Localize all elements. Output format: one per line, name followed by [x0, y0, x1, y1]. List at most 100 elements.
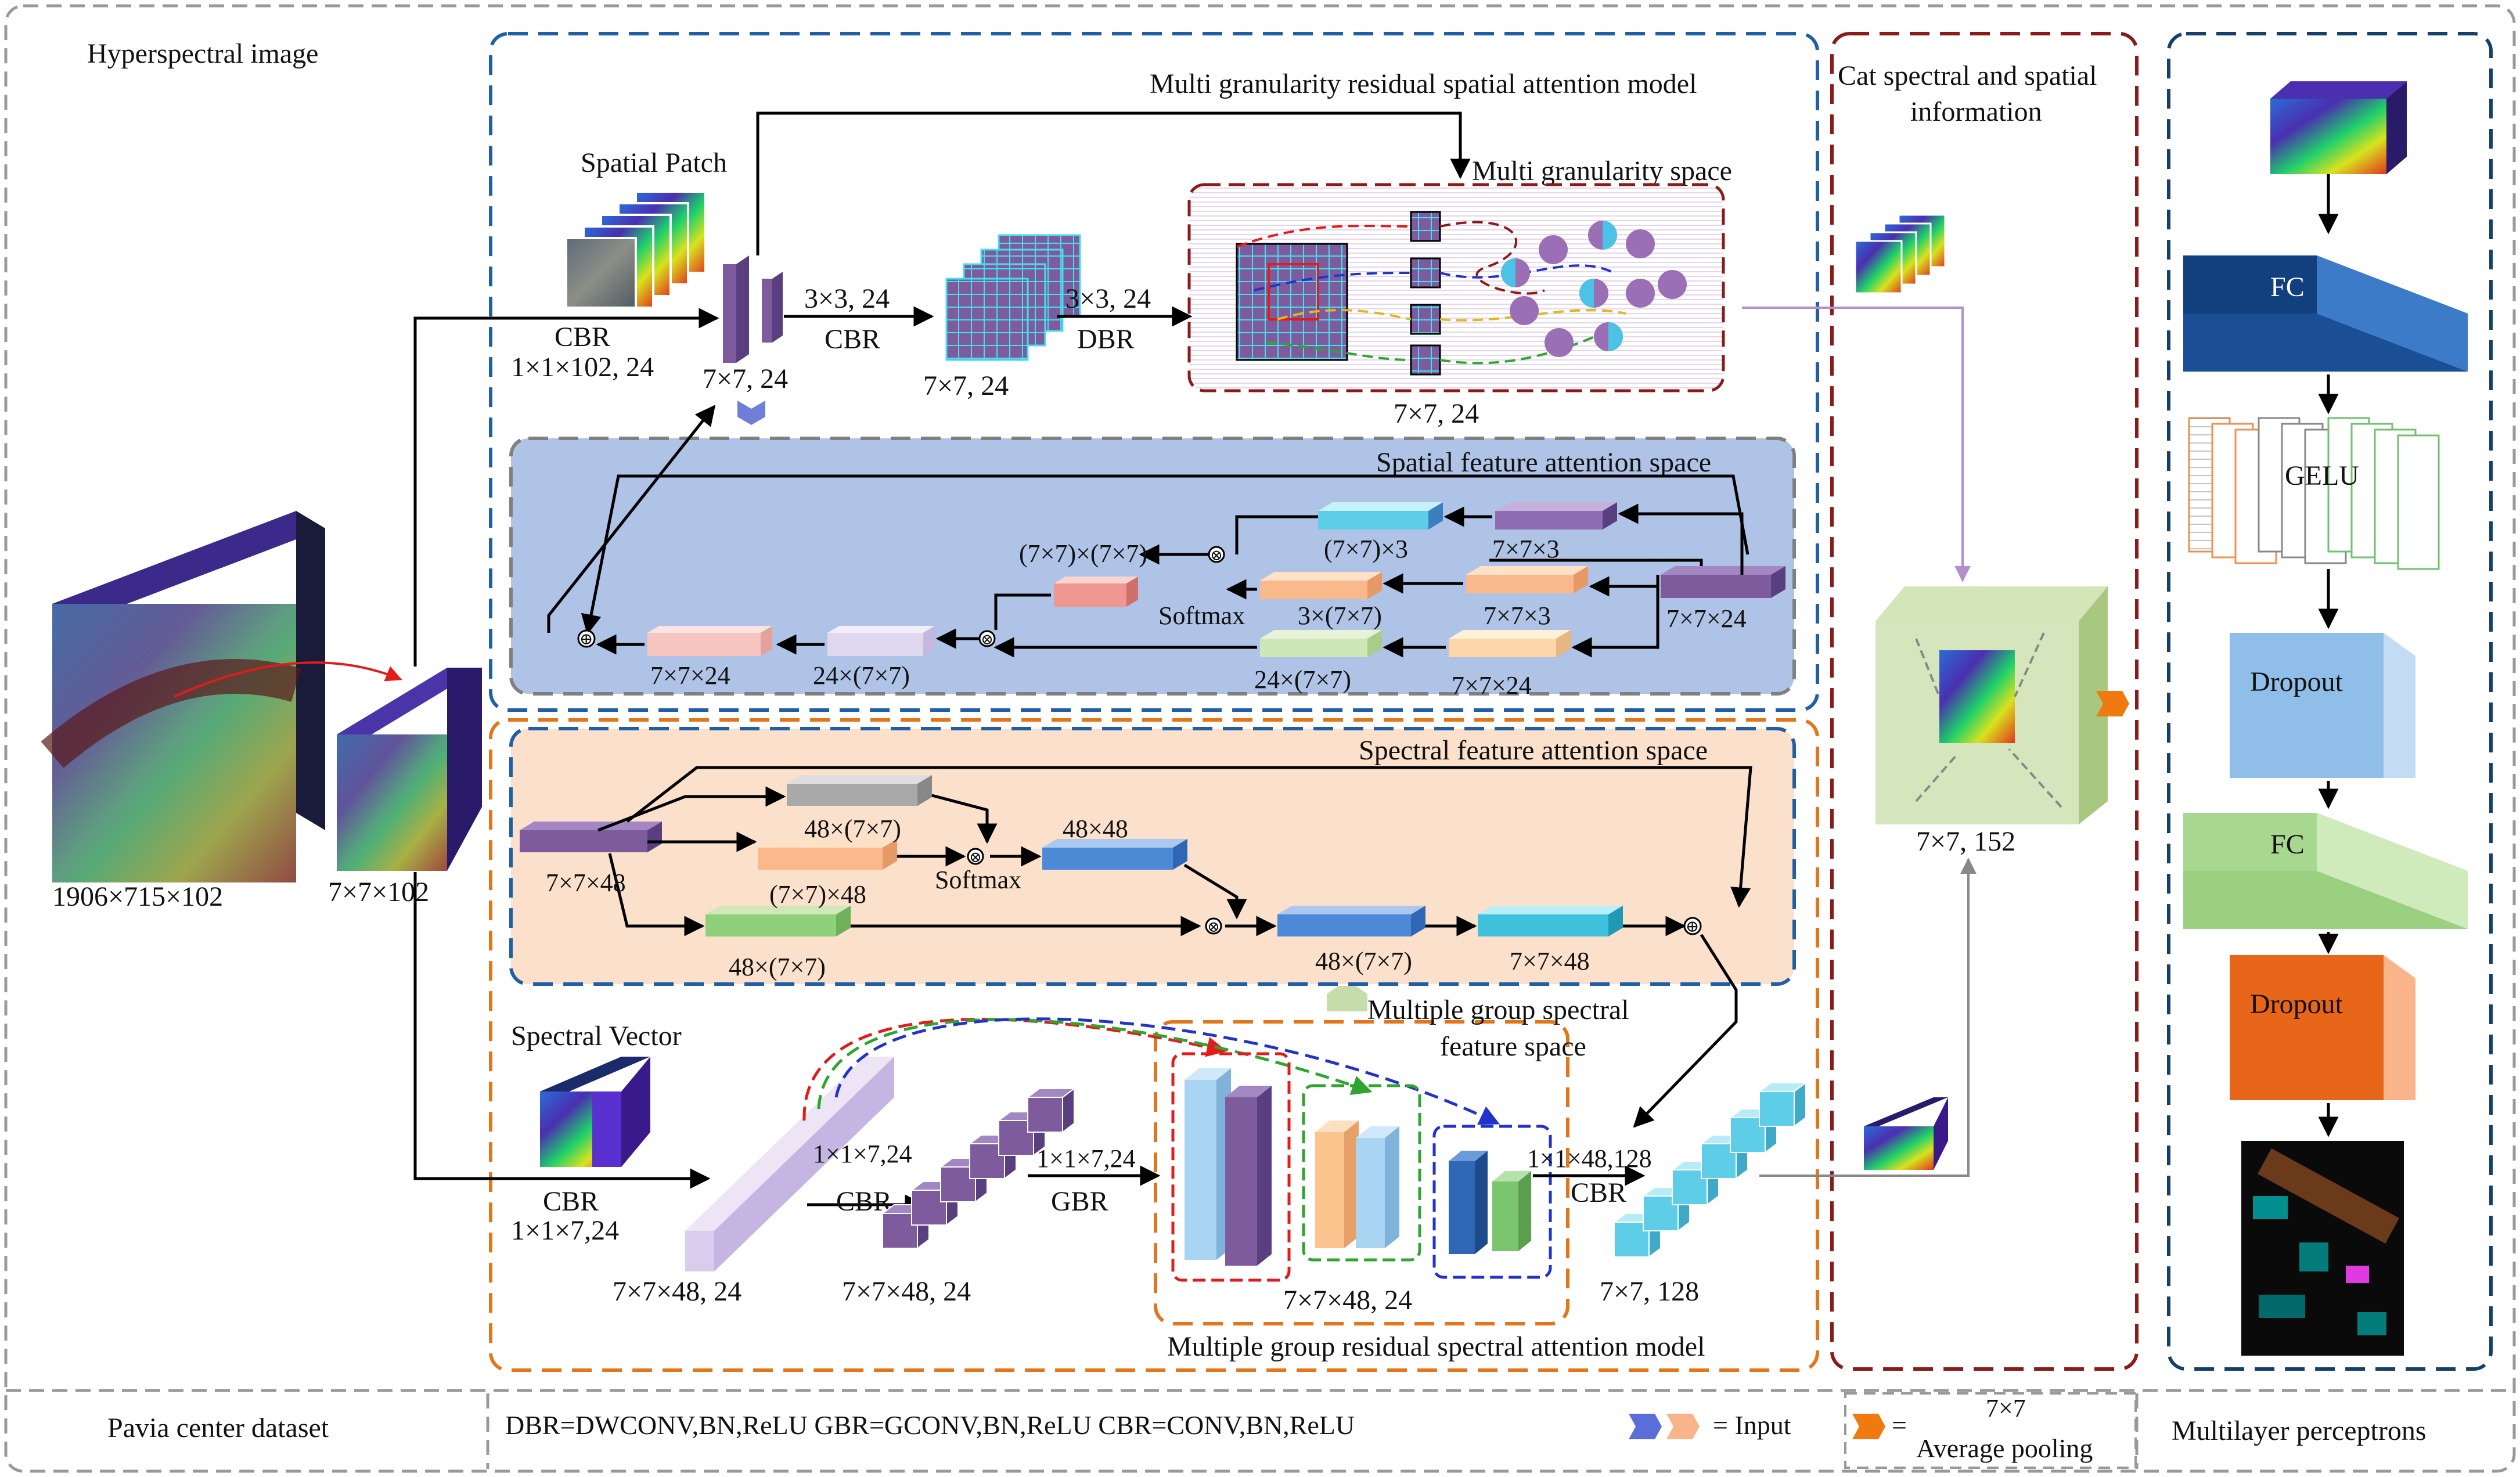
input-chevron-blue	[737, 401, 765, 425]
outer-border	[4, 4, 2516, 1473]
mlp-output-top	[2270, 81, 2407, 174]
fc-layer-1[interactable]	[2183, 255, 2468, 372]
patch-cube	[337, 668, 482, 871]
group-arc-blue	[834, 1017, 1500, 1125]
mult-op-1	[1208, 546, 1225, 563]
cat-spectral-mini	[1864, 1097, 1948, 1170]
dropout-layer-2[interactable]	[2230, 955, 2415, 1100]
s-49x49-label: (7×7)×(7×7)	[1019, 539, 1147, 568]
s-7x7x3-label-2: 7×7×3	[1484, 601, 1551, 630]
s-7x7-24-label-2: 7×7, 24	[923, 370, 1009, 401]
spatial-fa-arrows	[547, 405, 1749, 647]
purple-cube-stair	[881, 1087, 1076, 1249]
gelu-layer[interactable]	[2188, 417, 2440, 570]
k-3x3-24-label-2: 3×3, 24	[1065, 283, 1151, 314]
s-7x7x24-label-2: 7×7×24	[1452, 671, 1532, 700]
spatial-patch-stack	[565, 190, 707, 309]
fc-1-front	[2183, 255, 2317, 314]
mg-space-title: Multi granularity space	[1472, 156, 1732, 186]
cbr-label-5: CBR	[1571, 1177, 1626, 1208]
softmax-label-1: Softmax	[1158, 601, 1245, 630]
pool-label: Average pooling	[1916, 1433, 2093, 1463]
k-3x3-24-label-1: 3×3, 24	[804, 283, 890, 314]
spectral-fa-arrows	[597, 766, 1752, 1128]
spatial-branch-line	[413, 308, 719, 667]
mgrsam-frame	[489, 32, 1819, 712]
cat-cube	[1875, 586, 2108, 824]
add-op-2	[1683, 917, 1702, 935]
group-arc-red	[802, 1018, 1227, 1121]
mlp-title: Multilayer perceptrons	[2172, 1415, 2427, 1446]
dataset-label: Pavia center dataset	[107, 1413, 329, 1443]
spatial-to-cat	[1742, 307, 1971, 582]
pool-legend-box	[1844, 1392, 2137, 1469]
group-box-red	[1171, 1052, 1291, 1282]
k-1x1x102-label: 1×1×102, 24	[511, 352, 654, 383]
s-24x49-label-1: 24×(7×7)	[1254, 665, 1351, 694]
spatial-fa-blocks	[647, 502, 1785, 657]
softmax-label-2: Softmax	[935, 866, 1021, 894]
s-7x7x3-label-1: 7×7×3	[1492, 535, 1560, 563]
mgrspam-frame	[489, 718, 1819, 1372]
s-49x3-label: (7×7)×3	[1324, 535, 1408, 563]
input-chevron-legend-blue	[1629, 1414, 1662, 1439]
patch-size-label: 7×7×102	[328, 877, 429, 907]
mult-op-4	[1205, 917, 1222, 935]
mg-space-content	[1236, 211, 1687, 376]
cat-title-1: Cat spectral and spatial	[1838, 60, 2097, 91]
mult-op-4-glyph: ⊗	[1207, 918, 1220, 935]
spectral-fa-blocks	[520, 775, 1623, 936]
cat-small-stack	[1854, 214, 1946, 294]
spectral-vector-label: Spectral Vector	[511, 1021, 682, 1051]
cbr-label-3: CBR	[543, 1186, 599, 1217]
gelu-label: GELU	[2285, 460, 2359, 491]
input-size-label: 1906×715×102	[52, 881, 223, 912]
dropout-1-front	[2230, 633, 2384, 778]
spectral-fa-title: Spectral feature attention space	[1359, 735, 1708, 766]
dbr-label: DBR	[1077, 324, 1135, 355]
input-chevron-legend-orange	[1666, 1414, 1700, 1439]
dropout-2-front	[2230, 955, 2384, 1100]
s-7x7x48-24-label-2: 7×7×48, 24	[842, 1276, 971, 1307]
pool-eq: =	[1892, 1410, 1907, 1440]
spectral-to-cat	[1759, 858, 1977, 1177]
classification-map	[2241, 1141, 2404, 1356]
k-1x1x48-label: 1×1×48,128	[1527, 1144, 1652, 1173]
spectral-vector-cube	[540, 1057, 650, 1167]
s-7x7x48-label-1: 7×7×48	[546, 869, 626, 897]
cyan-cube-stair	[1612, 1082, 1808, 1258]
s-48x48-label: 48×48	[1063, 815, 1128, 843]
dropout-label-2: Dropout	[2250, 989, 2343, 1020]
mg-spectral-marker	[1327, 986, 1367, 1011]
s-48x49-label-2: 48×(7×7)	[729, 953, 826, 981]
spatial-feature-bars	[723, 255, 783, 363]
mg-spectral-title-1: Multiple group spectral	[1367, 995, 1629, 1025]
s-48x49-label-1: 48×(7×7)	[804, 815, 901, 843]
cbr-label-1: CBR	[555, 322, 610, 352]
gbr-label: GBR	[1051, 1186, 1108, 1217]
avg-pool-marker	[2096, 691, 2129, 716]
dropout-label-1: Dropout	[2250, 667, 2343, 697]
input-legend-label: = Input	[1713, 1410, 1791, 1440]
s-24x49-label-2: 24×(7×7)	[813, 661, 910, 690]
k-1x1x7-label: 1×1×7,24	[511, 1215, 619, 1246]
mg-spectral-frame	[1154, 1020, 1569, 1325]
fc-2-front	[2183, 813, 2317, 871]
mg-spectral-title-2: feature space	[1440, 1031, 1586, 1062]
s-48x49-label-3: 48×(7×7)	[1315, 947, 1412, 975]
mult-op-3	[967, 848, 984, 865]
group-box-green	[1302, 1084, 1421, 1262]
fc-layer-2[interactable]	[2183, 813, 2468, 929]
fc-label-2: FC	[2270, 829, 2305, 860]
cbr-label-4: CBR	[836, 1186, 892, 1217]
dropout-layer-1[interactable]	[2230, 633, 2415, 778]
s-7x7x24-label-1: 7×7×24	[1666, 604, 1747, 633]
mult-op-3-glyph: ⊗	[969, 849, 982, 866]
group-box-blue	[1432, 1125, 1552, 1279]
s-7x7-152-label: 7×7, 152	[1916, 826, 2015, 857]
grid-stack	[945, 234, 1081, 361]
s-7x7x48-24-label-3: 7×7×48, 24	[1283, 1285, 1412, 1316]
mult-op-2-glyph: ⊗	[981, 631, 993, 648]
